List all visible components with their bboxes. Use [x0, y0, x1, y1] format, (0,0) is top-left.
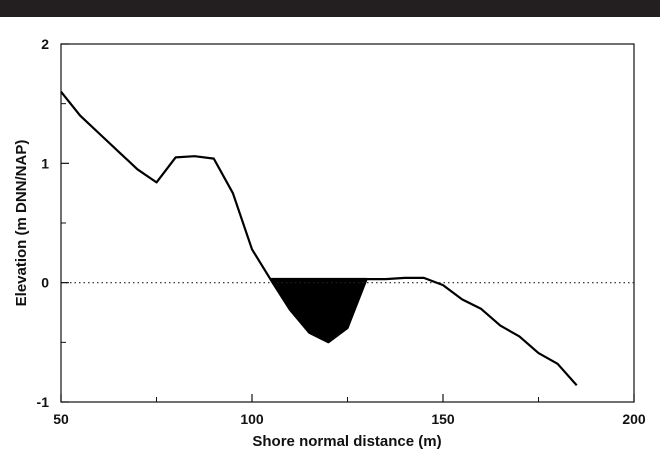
x-tick-label: 200: [622, 411, 646, 427]
tick-layer: [60, 43, 635, 403]
y-axis-label: Elevation (m DNN/NAP): [13, 140, 30, 307]
filled-region: [271, 277, 367, 343]
y-tick-label: 2: [41, 36, 49, 52]
tick-label-layer: 50 100 150 200 2 1 0 -1: [37, 36, 646, 427]
x-tick-label: 50: [53, 411, 69, 427]
y-tick-label: 1: [41, 155, 49, 171]
plot-frame: [60, 43, 635, 403]
x-tick-label: 150: [431, 411, 455, 427]
series-layer: [60, 91, 578, 387]
x-axis-label: Shore normal distance (m): [252, 433, 441, 450]
y-tick-label: 0: [41, 275, 49, 291]
y-tick-label: -1: [37, 394, 50, 410]
header-bar: [0, 0, 660, 17]
x-tick-label: 100: [240, 411, 264, 427]
series-line: [60, 91, 578, 387]
filled-region-layer: [271, 277, 367, 343]
